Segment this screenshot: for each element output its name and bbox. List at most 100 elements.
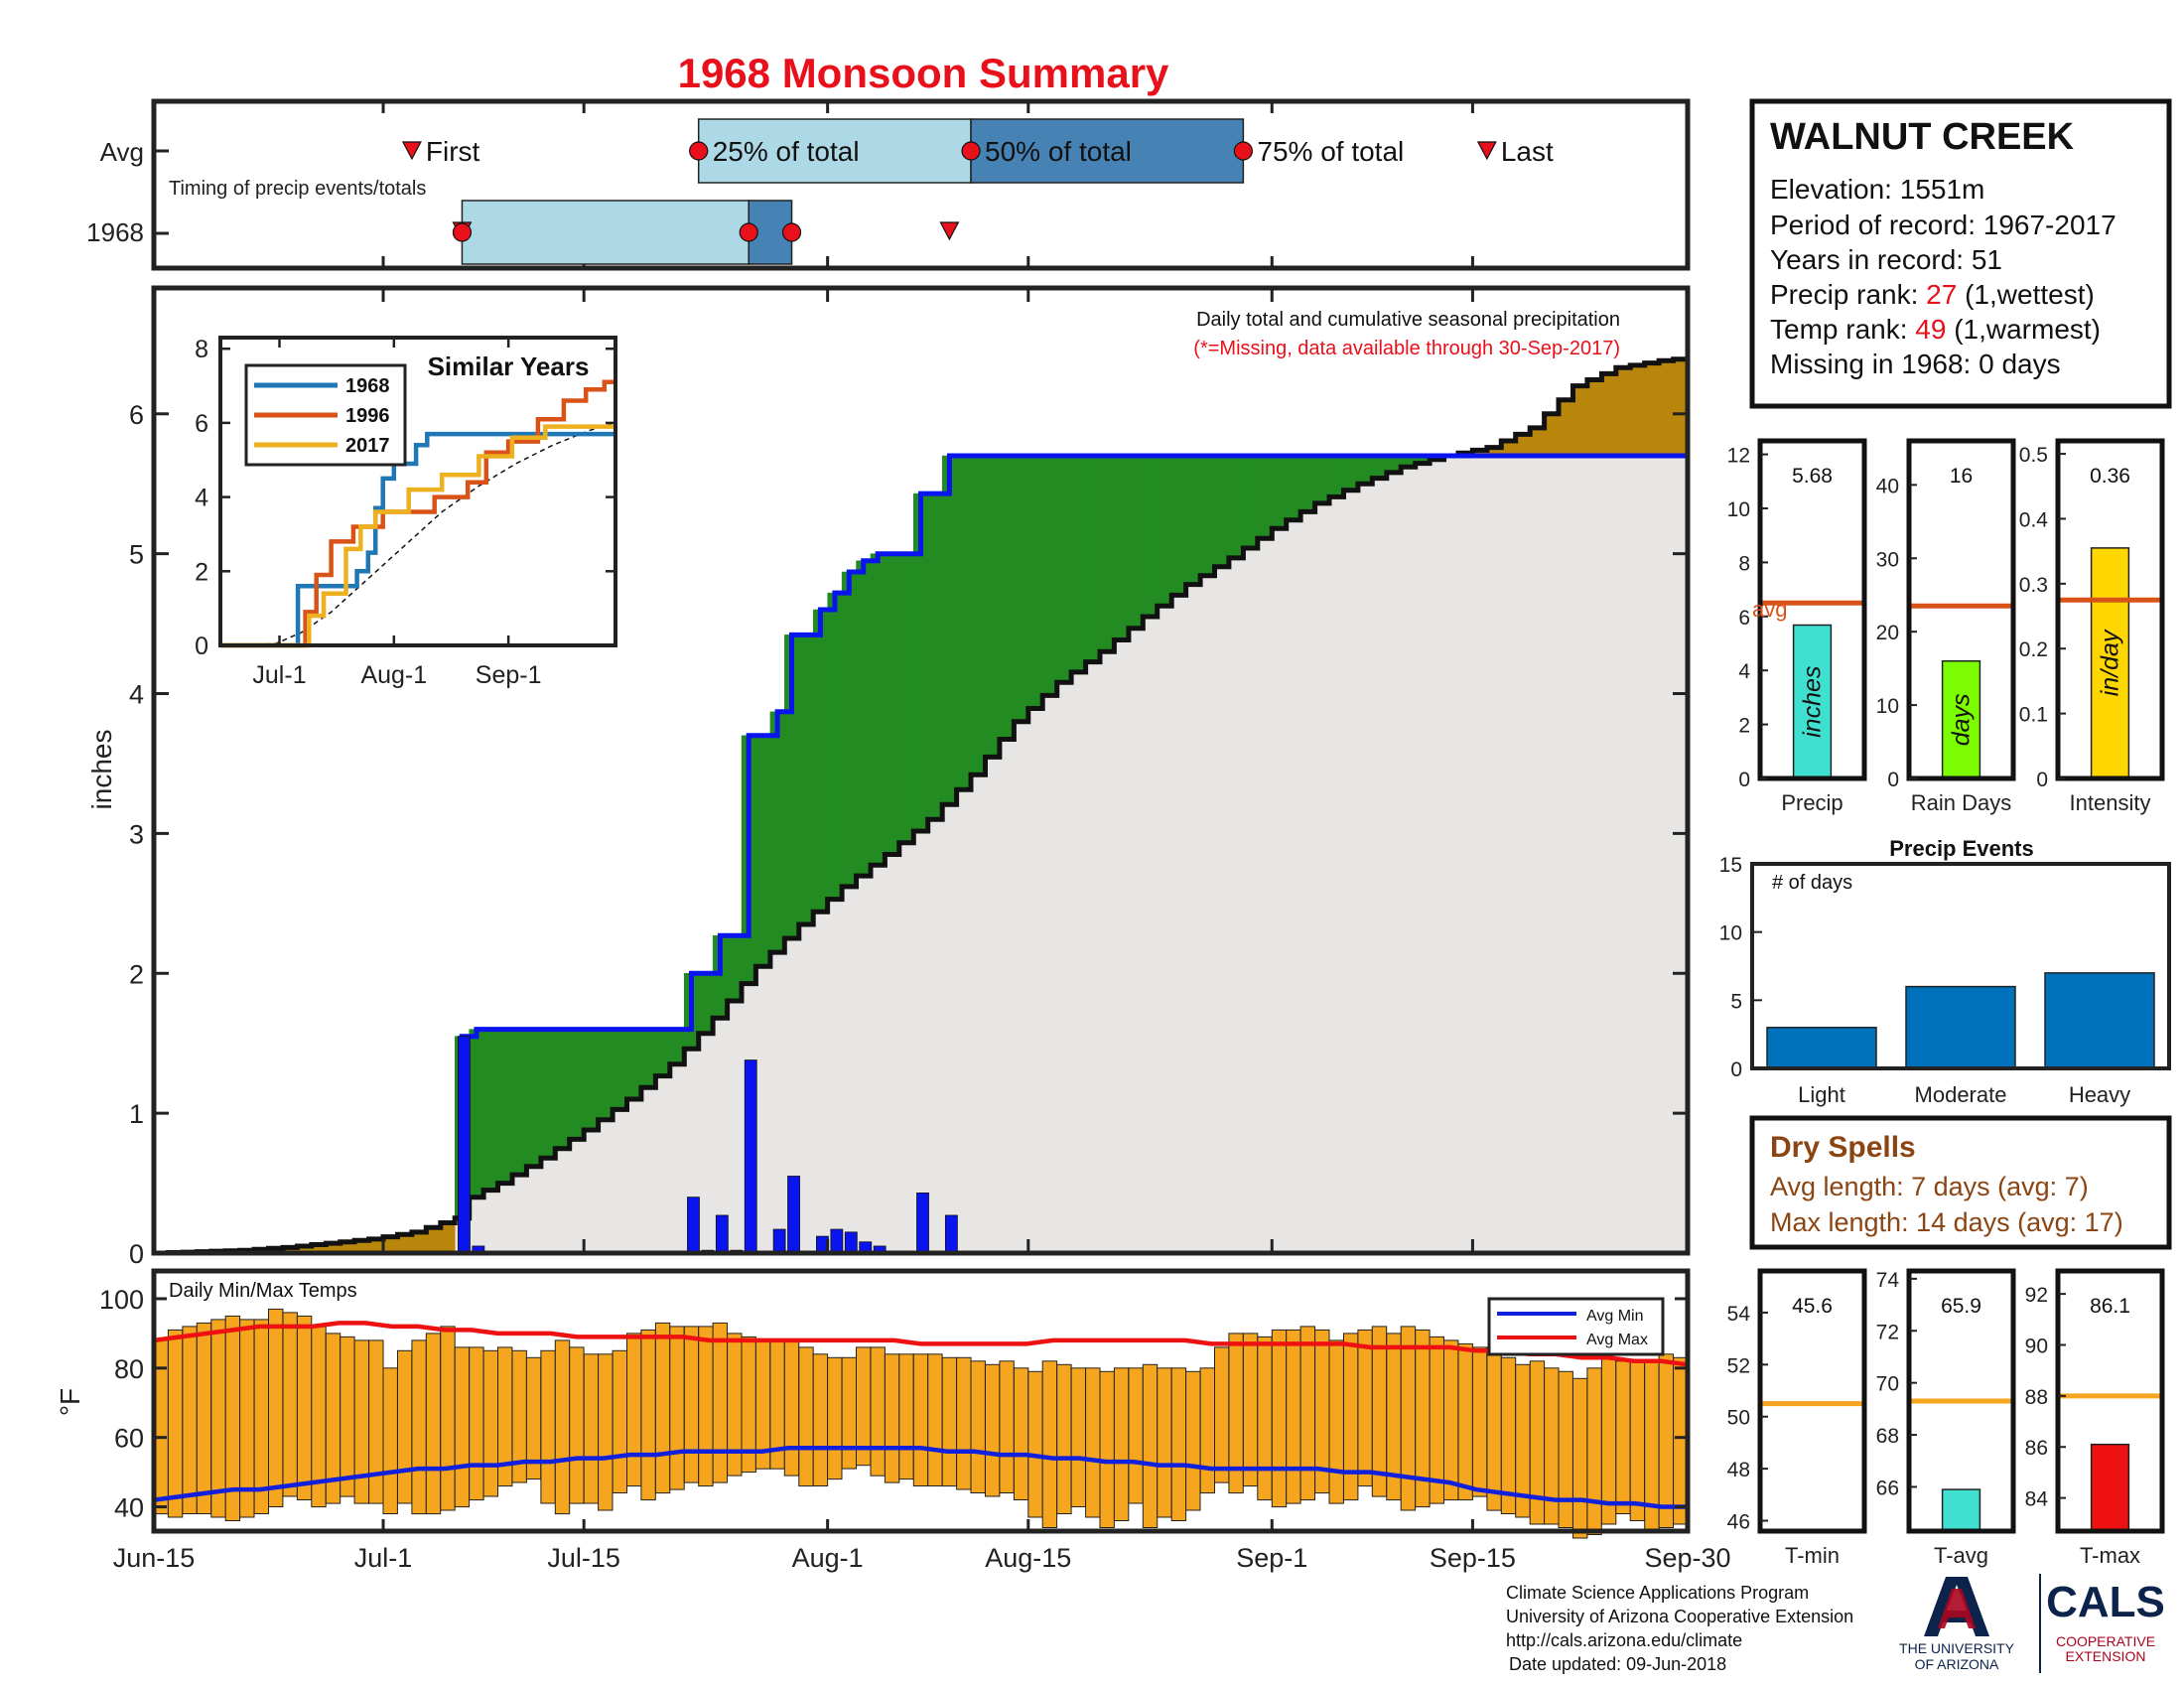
inset-ytick-label: 6 bbox=[195, 410, 208, 438]
temp-range-bar bbox=[253, 1319, 270, 1515]
temp-range-bar bbox=[898, 1353, 914, 1480]
cumulative-annotation: Daily total and cumulative seasonal prec… bbox=[1196, 309, 1620, 331]
climatology-line bbox=[154, 356, 1691, 1256]
inset-frame bbox=[218, 336, 617, 647]
station-elevation: Elevation: 1551m bbox=[1770, 174, 1984, 205]
precip-events-category: Light bbox=[1798, 1082, 1845, 1107]
xtick-label: Jul-1 bbox=[354, 1543, 413, 1573]
intensity-category: Intensity bbox=[2070, 790, 2151, 815]
temp-range-bar bbox=[469, 1346, 484, 1501]
intensity-unit: in/day bbox=[2097, 629, 2124, 696]
temp-range-bar bbox=[382, 1367, 398, 1515]
inset-legend-1968: 1968 bbox=[345, 375, 390, 397]
temp-range-bar bbox=[1558, 1370, 1573, 1529]
temp-range-bar bbox=[956, 1356, 972, 1490]
precip-events-title: Precip Events bbox=[1889, 836, 2034, 861]
tmin-ytick-label: 50 bbox=[1727, 1407, 1750, 1430]
dry-spells-avg: Avg length: 7 days (avg: 7) bbox=[1770, 1172, 2089, 1201]
precip_total-ytick-label: 2 bbox=[1738, 715, 1750, 738]
year-p75-marker bbox=[781, 222, 802, 242]
cals-logo: CALS COOPERATIVE EXTENSION bbox=[2046, 1578, 2165, 1664]
ua-logo-line2: OF ARIZONA bbox=[1915, 1656, 1999, 1672]
inset-series-1996 bbox=[220, 379, 615, 648]
temp-ytick-label: 40 bbox=[114, 1493, 144, 1523]
temp-range-bar bbox=[884, 1353, 900, 1483]
temp-range-bar bbox=[182, 1326, 198, 1515]
temp-range-bar bbox=[970, 1360, 986, 1494]
precip_total-ytick-label: 4 bbox=[1738, 660, 1750, 683]
temp-range-bar bbox=[640, 1329, 656, 1501]
precip-events-bar-light bbox=[1766, 1027, 1877, 1069]
tmin-ytick-label: 54 bbox=[1727, 1303, 1751, 1326]
avg-last-marker bbox=[1476, 141, 1497, 161]
tavg-ytick-label: 68 bbox=[1876, 1425, 1899, 1448]
temp-range-bar bbox=[841, 1356, 857, 1470]
tavg-ytick-label: 66 bbox=[1876, 1477, 1899, 1499]
cals-wordmark: CALS bbox=[2046, 1578, 2165, 1626]
cumulative-ylabel: inches bbox=[86, 730, 117, 810]
temp-range-bar bbox=[727, 1333, 743, 1477]
tavg-ytick-label: 72 bbox=[1876, 1321, 1899, 1343]
avg-p50-marker bbox=[961, 141, 981, 161]
tmax-ytick-label: 86 bbox=[2025, 1437, 2048, 1460]
temp-ytick-label: 80 bbox=[114, 1354, 144, 1384]
temp-range-bar bbox=[1214, 1346, 1230, 1483]
temp-range-bar bbox=[683, 1326, 700, 1483]
temp-range-bar bbox=[1343, 1333, 1359, 1501]
temp-range-bar bbox=[196, 1322, 212, 1515]
timing-caption: Timing of precip events/totals bbox=[169, 178, 426, 200]
temp-range-bar bbox=[626, 1333, 642, 1487]
year-last-marker bbox=[939, 221, 960, 241]
dry-spells-title: Dry Spells bbox=[1770, 1131, 1916, 1164]
daily-precip-bar bbox=[458, 1036, 471, 1254]
temp-ytick-label: 60 bbox=[114, 1424, 144, 1454]
station-precip-rank: Precip rank: 27 (1,wettest) bbox=[1770, 279, 2095, 310]
temp-range-bar bbox=[669, 1326, 685, 1490]
temp-range-bar bbox=[827, 1356, 843, 1480]
station-years: Years in record: 51 bbox=[1770, 244, 2002, 275]
timing-label-first: First bbox=[426, 136, 480, 167]
rain_days-ytick-label: 30 bbox=[1876, 548, 1899, 571]
cumulative-ytick-label: 4 bbox=[129, 680, 144, 710]
precip-events-ytick-label: 5 bbox=[1730, 990, 1742, 1013]
temp-range-bar bbox=[798, 1346, 814, 1487]
temp-range-bar bbox=[698, 1326, 714, 1487]
dry-spells-max: Max length: 14 days (avg: 17) bbox=[1770, 1207, 2123, 1237]
tmin-ytick-label: 48 bbox=[1727, 1459, 1750, 1481]
temp-range-bar bbox=[368, 1339, 384, 1504]
ua-logo-line1: THE UNIVERSITY bbox=[1899, 1640, 2015, 1656]
cumulative-annotation-missing: (*=Missing, data available through 30-Se… bbox=[1193, 338, 1620, 359]
temp-range-bar bbox=[1357, 1329, 1373, 1487]
precip-events-category: Heavy bbox=[2069, 1082, 2130, 1107]
temperature-frame bbox=[151, 1268, 1691, 1534]
temp-range-bar bbox=[1099, 1370, 1115, 1529]
timing-label-year: 1968 bbox=[86, 217, 144, 247]
temp-range-bar bbox=[1471, 1346, 1488, 1497]
cumulative-ytick-label: 3 bbox=[129, 819, 144, 849]
temp-ytick-label: 100 bbox=[99, 1285, 144, 1315]
cumulative-ytick-label: 1 bbox=[129, 1099, 144, 1129]
temp-range-bar bbox=[783, 1339, 800, 1477]
precip_total-ytick-label: 12 bbox=[1727, 445, 1750, 468]
footer: Climate Science Applications Program Uni… bbox=[1506, 1583, 1853, 1674]
tavg-category: T-avg bbox=[1934, 1543, 1988, 1568]
temp-range-bar bbox=[1185, 1370, 1201, 1511]
temperature-ylabel: °F bbox=[55, 1388, 85, 1416]
temp-range-bar bbox=[999, 1360, 1015, 1494]
tmax-ytick-label: 88 bbox=[2025, 1386, 2048, 1409]
inset-ytick-label: 0 bbox=[195, 633, 208, 660]
year-cumulative-line bbox=[154, 453, 1688, 1256]
rain_days-value: 16 bbox=[1950, 465, 1973, 488]
year-box-25-50 bbox=[461, 200, 750, 265]
temperature-caption: Daily Min/Max Temps bbox=[169, 1280, 357, 1302]
temp-range-bar bbox=[927, 1353, 943, 1487]
temp-range-bar bbox=[1572, 1377, 1588, 1539]
xtick-label: Sep-15 bbox=[1430, 1543, 1516, 1573]
inset-series-2017 bbox=[220, 424, 615, 648]
tmin-plot-area bbox=[1760, 1271, 1864, 1531]
temp-range-bar bbox=[1286, 1329, 1301, 1504]
inset-ytick-label: 4 bbox=[195, 485, 208, 512]
rain_days-ytick-label: 10 bbox=[1876, 695, 1899, 718]
tmax-ytick-label: 92 bbox=[2025, 1284, 2048, 1307]
